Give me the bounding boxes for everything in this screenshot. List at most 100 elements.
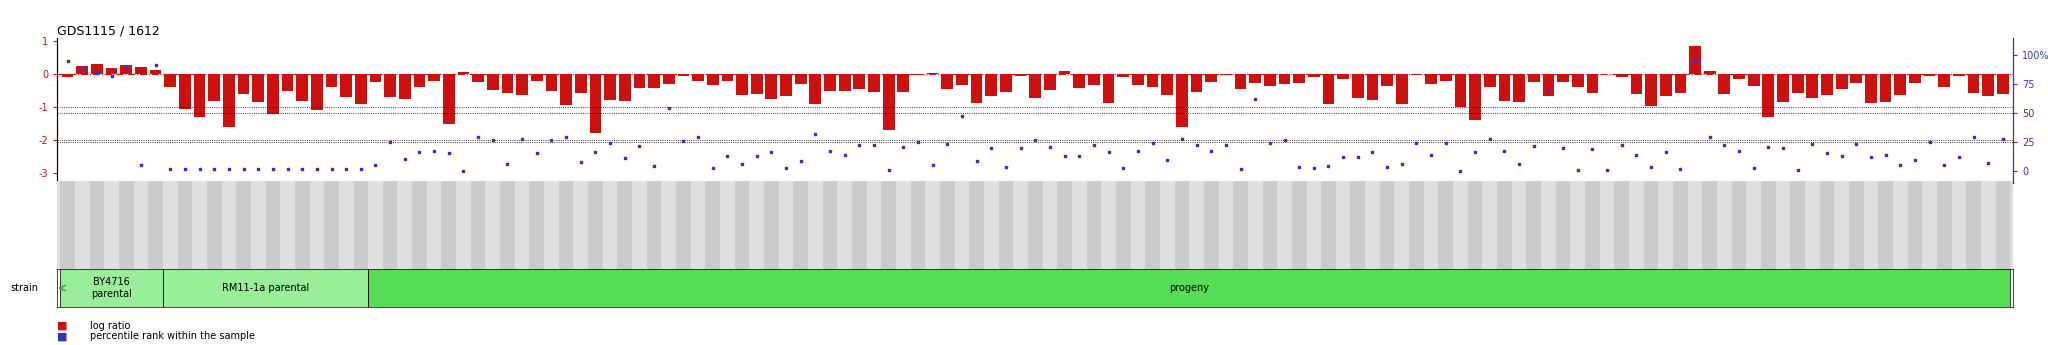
Bar (324, 181, 338, 269)
Point (1063, 153, 1096, 159)
Bar (911, 74, 924, 75)
Point (682, 134, 715, 140)
Bar (1835, 74, 1847, 89)
Bar (1044, 74, 1057, 90)
Point (1927, 162, 1960, 168)
Bar (487, 74, 498, 90)
Bar (676, 181, 690, 269)
Bar (397, 181, 412, 269)
Bar (1468, 74, 1481, 120)
Point (887, 144, 920, 149)
Point (1870, 152, 1903, 157)
Point (418, 148, 451, 154)
Bar (752, 74, 762, 94)
Point (1649, 150, 1681, 155)
Point (1737, 165, 1769, 170)
Point (1401, 140, 1434, 146)
Bar (283, 74, 293, 91)
Bar (633, 181, 647, 269)
Bar (735, 181, 750, 269)
Point (506, 136, 539, 141)
Bar (823, 181, 838, 269)
Bar (1102, 181, 1116, 269)
Bar (1628, 181, 1645, 269)
Bar (1980, 181, 1995, 269)
Bar (1526, 181, 1540, 269)
Point (1634, 164, 1667, 170)
Bar (1778, 74, 1788, 102)
Bar (281, 181, 295, 269)
Bar (969, 181, 983, 269)
Bar (1323, 74, 1335, 104)
Bar (1307, 181, 1321, 269)
Bar (76, 181, 90, 269)
Bar (983, 181, 999, 269)
Bar (104, 181, 119, 269)
Point (1137, 140, 1169, 146)
Bar (1073, 74, 1085, 88)
Bar (1937, 181, 1952, 269)
Bar (1409, 181, 1423, 269)
Point (1489, 148, 1522, 154)
Bar (471, 181, 485, 269)
Bar (500, 181, 514, 269)
Bar (426, 181, 442, 269)
Point (872, 167, 905, 172)
Point (668, 138, 700, 144)
Bar (1761, 181, 1776, 269)
Bar (1321, 181, 1335, 269)
Bar (61, 74, 74, 77)
Bar (530, 181, 545, 269)
Point (623, 143, 655, 149)
Point (915, 163, 948, 168)
Bar (164, 74, 176, 87)
Bar (354, 181, 369, 269)
Bar (633, 74, 645, 88)
Bar (692, 74, 705, 81)
Bar (1423, 181, 1438, 269)
Point (594, 140, 627, 146)
Point (1577, 146, 1610, 152)
Bar (1235, 74, 1247, 89)
Bar (1133, 74, 1143, 85)
Bar (150, 70, 162, 74)
Point (1958, 134, 1991, 140)
Point (844, 142, 877, 148)
Bar (1909, 74, 1921, 83)
Bar (338, 181, 354, 269)
Point (784, 158, 817, 164)
Point (1679, 58, 1712, 64)
Bar (1573, 74, 1583, 87)
Bar (764, 181, 778, 269)
Bar (1292, 181, 1307, 269)
Point (1327, 155, 1360, 160)
Bar (1497, 181, 1511, 269)
Bar (956, 74, 969, 85)
Point (1077, 142, 1110, 147)
Point (756, 149, 788, 155)
Bar (133, 181, 147, 269)
Bar (1587, 74, 1597, 93)
Bar (1262, 181, 1278, 269)
Bar (90, 64, 102, 74)
Point (739, 153, 772, 158)
Point (111, 64, 143, 70)
Bar (516, 74, 528, 95)
Point (1151, 157, 1184, 162)
Bar (1014, 74, 1026, 76)
Bar (1688, 181, 1702, 269)
Bar (1851, 74, 1862, 83)
Bar (236, 181, 250, 269)
Point (1855, 154, 1888, 160)
Bar (561, 74, 571, 105)
Bar (647, 181, 662, 269)
Bar (1704, 71, 1716, 74)
Bar (881, 181, 895, 269)
Bar (1309, 74, 1319, 77)
Bar (121, 65, 133, 74)
Bar (1866, 74, 1876, 103)
Point (770, 165, 803, 171)
Bar (1485, 74, 1495, 87)
Bar (840, 74, 850, 91)
Bar (1702, 181, 1716, 269)
